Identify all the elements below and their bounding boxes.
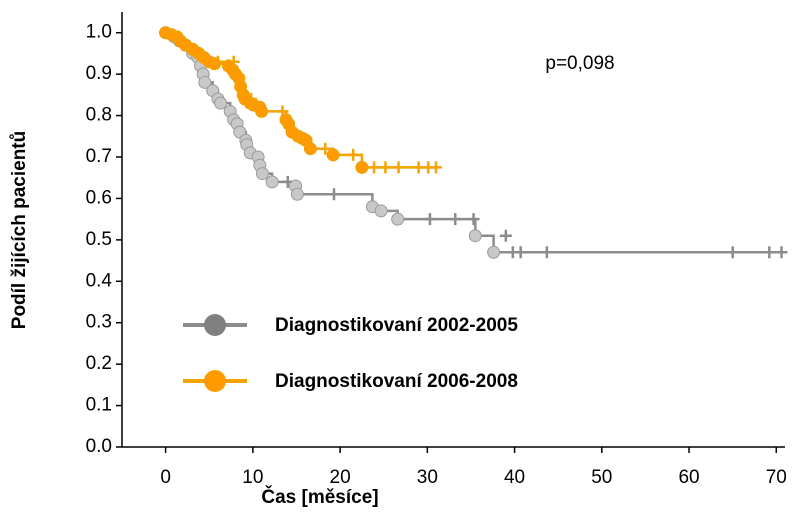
x-tick-label: 0 — [160, 467, 171, 488]
x-tick-label: 60 — [678, 467, 699, 488]
censor-mark — [726, 246, 739, 259]
x-tick-label: 20 — [330, 467, 351, 488]
x-tick-label: 10 — [242, 467, 263, 488]
y-tick-label: 0.5 — [86, 229, 112, 250]
legend-label: Diagnostikovaní 2002-2005 — [275, 315, 518, 336]
censor-mark — [449, 213, 462, 226]
legend-marker — [204, 370, 226, 392]
censor-mark — [499, 229, 512, 242]
censor-mark — [379, 161, 392, 174]
censor-mark — [368, 161, 381, 174]
event-marker — [198, 75, 212, 89]
event-marker — [487, 245, 501, 259]
y-tick-label: 0.8 — [86, 105, 112, 126]
series — [159, 26, 443, 174]
x-tick-label: 40 — [504, 467, 525, 488]
censor-mark — [763, 246, 776, 259]
y-tick-label: 0.1 — [86, 395, 112, 416]
legend-marker — [204, 314, 226, 336]
censor-mark — [775, 246, 788, 259]
censor-mark — [319, 142, 332, 155]
y-tick-label: 0.9 — [86, 63, 112, 84]
event-marker — [255, 167, 269, 181]
event-marker — [214, 96, 228, 110]
event-marker — [303, 142, 317, 156]
event-marker — [255, 104, 269, 118]
x-tick-label: 50 — [591, 467, 612, 488]
x-axis-label: Čas [měsíce] — [261, 486, 378, 508]
y-tick-label: 0.3 — [86, 312, 112, 333]
x-tick-label: 70 — [766, 467, 787, 488]
censor-mark — [467, 213, 480, 226]
y-tick-label: 1.0 — [86, 22, 112, 43]
legend-label: Diagnostikovaní 2006-2008 — [275, 371, 518, 392]
censor-mark — [327, 188, 340, 201]
event-marker — [374, 204, 388, 218]
censor-mark — [514, 246, 527, 259]
y-tick-label: 0.6 — [86, 187, 112, 208]
censor-mark — [540, 246, 553, 259]
censor-mark — [347, 148, 360, 161]
y-tick-label: 0.2 — [86, 353, 112, 374]
event-marker — [355, 160, 369, 174]
x-tick-label: 30 — [417, 467, 438, 488]
p-value: p=0,098 — [545, 53, 614, 74]
y-tick-label: 0.7 — [86, 146, 112, 167]
series — [159, 26, 788, 259]
y-tick-label: 0.0 — [86, 436, 112, 457]
event-marker — [207, 57, 221, 71]
censor-mark — [423, 213, 436, 226]
event-marker — [326, 148, 340, 162]
censor-mark — [430, 161, 443, 174]
event-marker — [391, 212, 405, 226]
event-marker — [468, 229, 482, 243]
censor-mark — [392, 161, 405, 174]
y-tick-label: 0.4 — [86, 270, 113, 291]
event-marker — [265, 175, 279, 189]
event-marker — [290, 187, 304, 201]
y-axis-label: Podíl žijících pacientů — [9, 131, 30, 329]
